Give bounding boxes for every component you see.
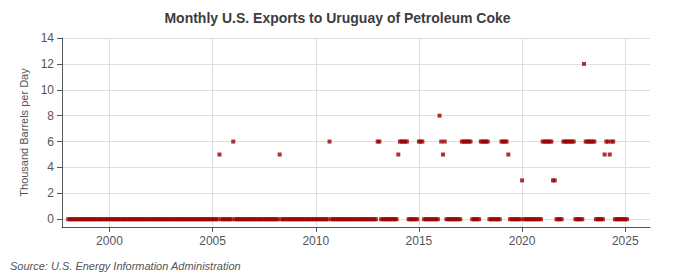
svg-text:4: 4 — [47, 160, 54, 174]
svg-text:2020: 2020 — [509, 234, 536, 248]
svg-text:Thousand Barrels per Day: Thousand Barrels per Day — [18, 68, 30, 197]
svg-text:14: 14 — [41, 31, 55, 45]
svg-text:6: 6 — [47, 135, 54, 149]
svg-text:2025: 2025 — [612, 234, 639, 248]
svg-text:2000: 2000 — [96, 234, 123, 248]
svg-text:2015: 2015 — [406, 234, 433, 248]
svg-text:12: 12 — [41, 57, 55, 71]
svg-text:Monthly U.S. Exports to Urugua: Monthly U.S. Exports to Uruguay of Petro… — [164, 10, 510, 26]
svg-text:10: 10 — [41, 83, 55, 97]
svg-text:Source: U.S. Energy Informatio: Source: U.S. Energy Information Administ… — [10, 260, 241, 272]
svg-text:2: 2 — [47, 186, 54, 200]
svg-text:0: 0 — [47, 212, 54, 226]
svg-text:2005: 2005 — [199, 234, 226, 248]
svg-text:2010: 2010 — [302, 234, 329, 248]
svg-text:8: 8 — [47, 109, 54, 123]
